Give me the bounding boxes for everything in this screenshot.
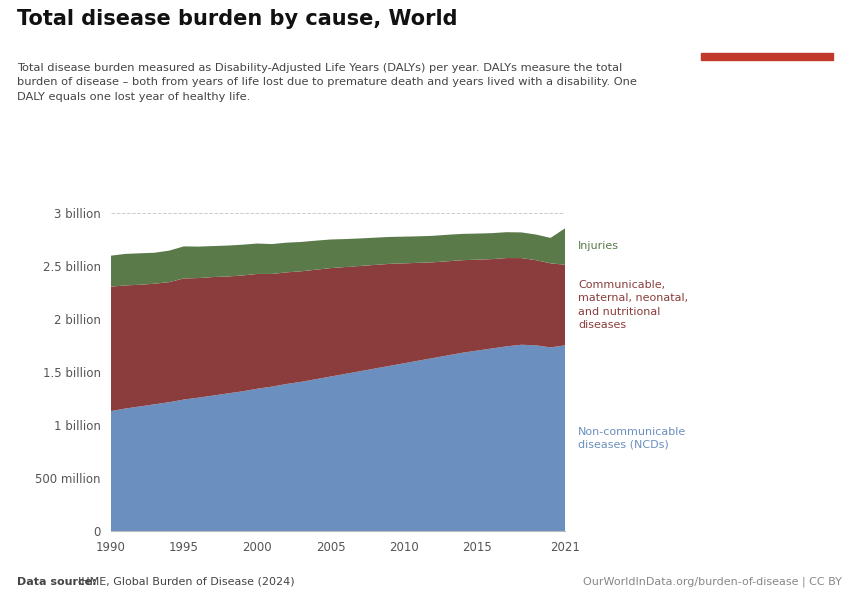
Text: Total disease burden by cause, World: Total disease burden by cause, World [17,9,457,29]
Text: Data source:: Data source: [17,577,100,587]
Text: Total disease burden measured as Disability-Adjusted Life Years (DALYs) per year: Total disease burden measured as Disabil… [17,63,637,102]
Text: Our World: Our World [734,14,801,28]
Text: OurWorldInData.org/burden-of-disease | CC BY: OurWorldInData.org/burden-of-disease | C… [582,576,842,587]
Text: in Data: in Data [743,33,791,46]
Text: Non-communicable
diseases (NCDs): Non-communicable diseases (NCDs) [578,427,686,450]
Bar [701,53,833,60]
Text: Injuries: Injuries [578,241,619,251]
Text: IHME, Global Burden of Disease (2024): IHME, Global Burden of Disease (2024) [78,577,295,587]
Text: Communicable,
maternal, neonatal,
and nutritional
diseases: Communicable, maternal, neonatal, and nu… [578,280,688,330]
